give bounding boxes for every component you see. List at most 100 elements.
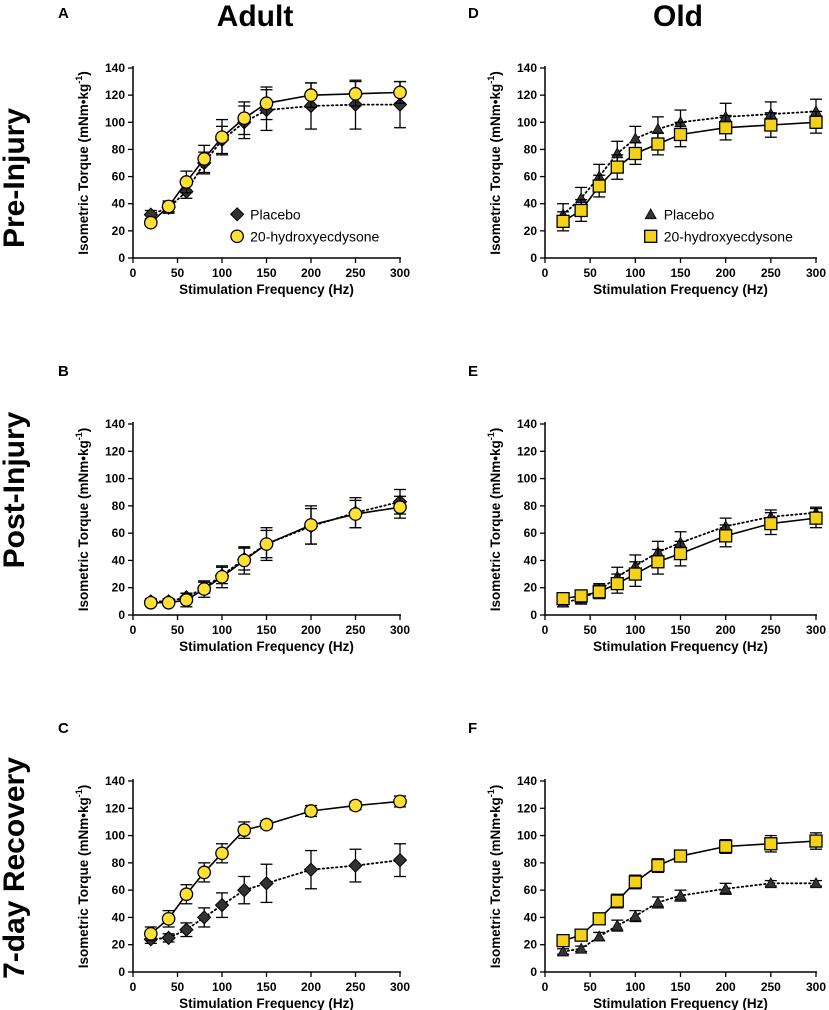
y-axis-label-close: ) bbox=[488, 71, 503, 76]
y-tick-label: 0 bbox=[530, 608, 537, 622]
x-axis-label: Stimulation Frequency (Hz) bbox=[179, 996, 354, 1010]
y-tick-label: 40 bbox=[524, 197, 538, 211]
x-tick-label: 250 bbox=[345, 980, 365, 994]
data-point bbox=[611, 919, 624, 931]
x-tick-label: 0 bbox=[130, 266, 137, 280]
y-tick-label: 100 bbox=[105, 829, 125, 843]
chart-panel-d: D 0 20 40 60 80 100 120 140 0 50 100 150 200 250 300 Sti… bbox=[468, 5, 826, 297]
x-tick-label: 300 bbox=[390, 266, 410, 280]
series-treatment bbox=[143, 80, 407, 230]
data-point bbox=[651, 896, 665, 908]
panel-letter: B bbox=[58, 363, 69, 380]
data-point bbox=[809, 115, 823, 129]
y-tick-label: 20 bbox=[524, 581, 538, 595]
x-tick-label: 0 bbox=[542, 980, 549, 994]
x-tick-label: 0 bbox=[542, 266, 549, 280]
data-point bbox=[215, 569, 229, 584]
data-point bbox=[392, 97, 408, 112]
chart-panel-a: A 0 20 40 60 80 100 120 140 0 50 100 150 200 250 300 Sti… bbox=[58, 5, 410, 297]
data-point bbox=[237, 553, 252, 568]
x-axis-label: Stimulation Frequency (Hz) bbox=[179, 639, 354, 654]
data-point bbox=[574, 203, 588, 218]
y-tick-label: 140 bbox=[517, 774, 537, 788]
x-tick-label: 150 bbox=[670, 980, 690, 994]
y-tick-label: 60 bbox=[112, 526, 126, 540]
y-tick-label: 40 bbox=[112, 553, 126, 567]
data-point bbox=[574, 928, 588, 942]
series-treatment bbox=[143, 495, 407, 610]
y-tick-label: 20 bbox=[524, 224, 538, 238]
series-treatment bbox=[556, 507, 823, 606]
x-tick-label: 150 bbox=[670, 266, 690, 280]
y-axis-label-exponent: -1 bbox=[74, 789, 84, 797]
y-tick-label: 100 bbox=[105, 472, 125, 486]
row-label-7-day-recovery: 7-day Recovery bbox=[0, 757, 31, 979]
y-tick-label: 0 bbox=[530, 965, 537, 979]
series-line bbox=[562, 882, 817, 953]
data-point bbox=[628, 875, 642, 889]
data-point bbox=[393, 500, 407, 515]
x-tick-label: 250 bbox=[761, 623, 781, 637]
y-axis-label-close: ) bbox=[488, 785, 503, 790]
data-point bbox=[259, 876, 274, 891]
y-tick-label: 60 bbox=[112, 883, 126, 897]
y-axis-label-exponent: -1 bbox=[486, 432, 496, 440]
data-point bbox=[592, 585, 606, 599]
data-point bbox=[237, 111, 252, 126]
data-point bbox=[764, 837, 778, 851]
data-point bbox=[303, 862, 319, 877]
x-tick-label: 50 bbox=[583, 623, 597, 637]
y-tick-label: 80 bbox=[112, 142, 126, 156]
legend-marker bbox=[229, 207, 245, 222]
data-point bbox=[143, 215, 158, 230]
x-axis-label: Stimulation Frequency (Hz) bbox=[593, 996, 768, 1010]
data-point bbox=[556, 933, 570, 948]
x-tick-label: 150 bbox=[670, 623, 690, 637]
data-point bbox=[161, 199, 176, 214]
y-axis-label: Isometric Torque (mNm•kg-1) bbox=[486, 71, 503, 255]
y-axis-label-main: Isometric Torque (mNm•kg bbox=[488, 440, 503, 611]
data-point bbox=[764, 876, 778, 889]
y-tick-label: 20 bbox=[112, 224, 126, 238]
y-tick-label: 100 bbox=[105, 115, 125, 129]
data-point bbox=[629, 132, 642, 144]
data-point bbox=[719, 121, 733, 135]
series-line bbox=[150, 800, 401, 935]
x-tick-label: 250 bbox=[345, 623, 365, 637]
data-point bbox=[719, 529, 733, 543]
y-axis-label: Isometric Torque (mNm•kg-1) bbox=[74, 428, 91, 612]
data-point bbox=[304, 804, 318, 818]
x-tick-label: 100 bbox=[625, 980, 645, 994]
x-axis-label: Stimulation Frequency (Hz) bbox=[593, 639, 768, 654]
y-axis-label: Isometric Torque (mNm•kg-1) bbox=[74, 785, 91, 969]
y-axis-label-close: ) bbox=[76, 785, 91, 790]
data-point bbox=[392, 852, 408, 868]
row-label-pre-injury: Pre-Injury bbox=[0, 108, 31, 248]
y-tick-label: 120 bbox=[105, 444, 125, 458]
data-point bbox=[161, 595, 176, 610]
y-tick-label: 80 bbox=[524, 499, 538, 513]
y-axis-label-exponent: -1 bbox=[74, 432, 84, 440]
panel-letter: D bbox=[468, 5, 479, 22]
x-tick-label: 250 bbox=[761, 980, 781, 994]
panel-letter: E bbox=[468, 363, 478, 380]
panel-letter: C bbox=[58, 720, 69, 737]
data-point bbox=[651, 555, 665, 569]
x-tick-label: 100 bbox=[212, 980, 232, 994]
x-axis-label: Stimulation Frequency (Hz) bbox=[179, 282, 354, 297]
legend-label: Placebo bbox=[250, 206, 301, 222]
data-point bbox=[215, 846, 229, 861]
data-point bbox=[197, 152, 212, 166]
y-tick-label: 60 bbox=[112, 170, 126, 184]
series-line bbox=[150, 506, 401, 604]
series-treatment bbox=[143, 794, 407, 942]
data-point bbox=[610, 160, 624, 174]
y-axis-label-main: Isometric Torque (mNm•kg bbox=[76, 84, 91, 255]
x-tick-label: 200 bbox=[301, 980, 321, 994]
series-line bbox=[562, 840, 817, 942]
y-tick-label: 0 bbox=[118, 251, 125, 265]
y-tick-label: 60 bbox=[524, 883, 538, 897]
x-tick-label: 200 bbox=[716, 623, 736, 637]
data-point bbox=[215, 130, 229, 145]
y-axis-label-close: ) bbox=[76, 71, 91, 76]
